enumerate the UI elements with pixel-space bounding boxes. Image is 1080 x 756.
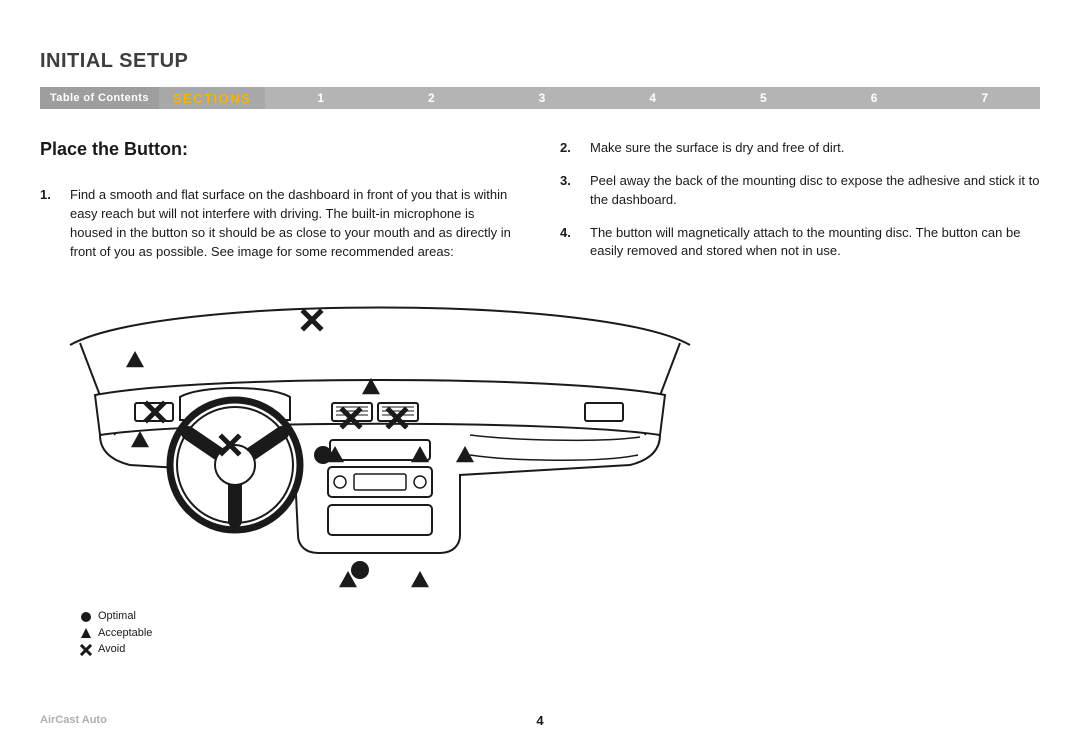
- page-footer: AirCast Auto 4: [0, 714, 1080, 726]
- step-4: 4. The button will magnetically attach t…: [560, 224, 1040, 262]
- step-number: 4.: [560, 224, 590, 262]
- footer-page-number: 4: [536, 713, 543, 728]
- legend-acceptable-label: Acceptable: [98, 625, 152, 642]
- step-3: 3. Peel away the back of the mounting di…: [560, 172, 1040, 210]
- legend-optimal: Optimal: [80, 608, 720, 625]
- step-number: 3.: [560, 172, 590, 210]
- step-text: The button will magnetically attach to t…: [590, 224, 1040, 262]
- nav-sections-label: SECTIONS: [159, 87, 265, 109]
- legend-optimal-label: Optimal: [98, 608, 136, 625]
- step-text: Peel away the back of the mounting disc …: [590, 172, 1040, 210]
- diagram-legend: Optimal Acceptable Avoid: [80, 608, 720, 658]
- nav-section-5[interactable]: 5: [708, 87, 819, 109]
- step-1: 1. Find a smooth and flat surface on the…: [40, 186, 520, 261]
- dashboard-diagram: Optimal Acceptable Avoid: [40, 285, 720, 658]
- step-text: Make sure the surface is dry and free of…: [590, 139, 844, 158]
- step-number: 2.: [560, 139, 590, 158]
- nav-section-4[interactable]: 4: [597, 87, 708, 109]
- steps-right: 2. Make sure the surface is dry and free…: [560, 139, 1040, 261]
- subheading: Place the Button:: [40, 139, 520, 160]
- step-number: 1.: [40, 186, 70, 261]
- section-nav: Table of Contents SECTIONS 1 2 3 4 5 6 7: [40, 87, 1040, 109]
- footer-product: AirCast Auto: [40, 714, 107, 726]
- legend-avoid-label: Avoid: [98, 641, 125, 658]
- nav-toc[interactable]: Table of Contents: [40, 87, 159, 109]
- step-text: Find a smooth and flat surface on the da…: [70, 186, 520, 261]
- page-heading: INITIAL SETUP: [40, 50, 1040, 73]
- nav-section-7[interactable]: 7: [929, 87, 1040, 109]
- legend-acceptable: Acceptable: [80, 625, 720, 642]
- steps-left: 1. Find a smooth and flat surface on the…: [40, 186, 520, 261]
- nav-section-2[interactable]: 2: [376, 87, 487, 109]
- step-2: 2. Make sure the surface is dry and free…: [560, 139, 1040, 158]
- nav-section-6[interactable]: 6: [819, 87, 930, 109]
- legend-avoid: Avoid: [80, 641, 720, 658]
- nav-section-3[interactable]: 3: [487, 87, 598, 109]
- nav-section-1[interactable]: 1: [265, 87, 376, 109]
